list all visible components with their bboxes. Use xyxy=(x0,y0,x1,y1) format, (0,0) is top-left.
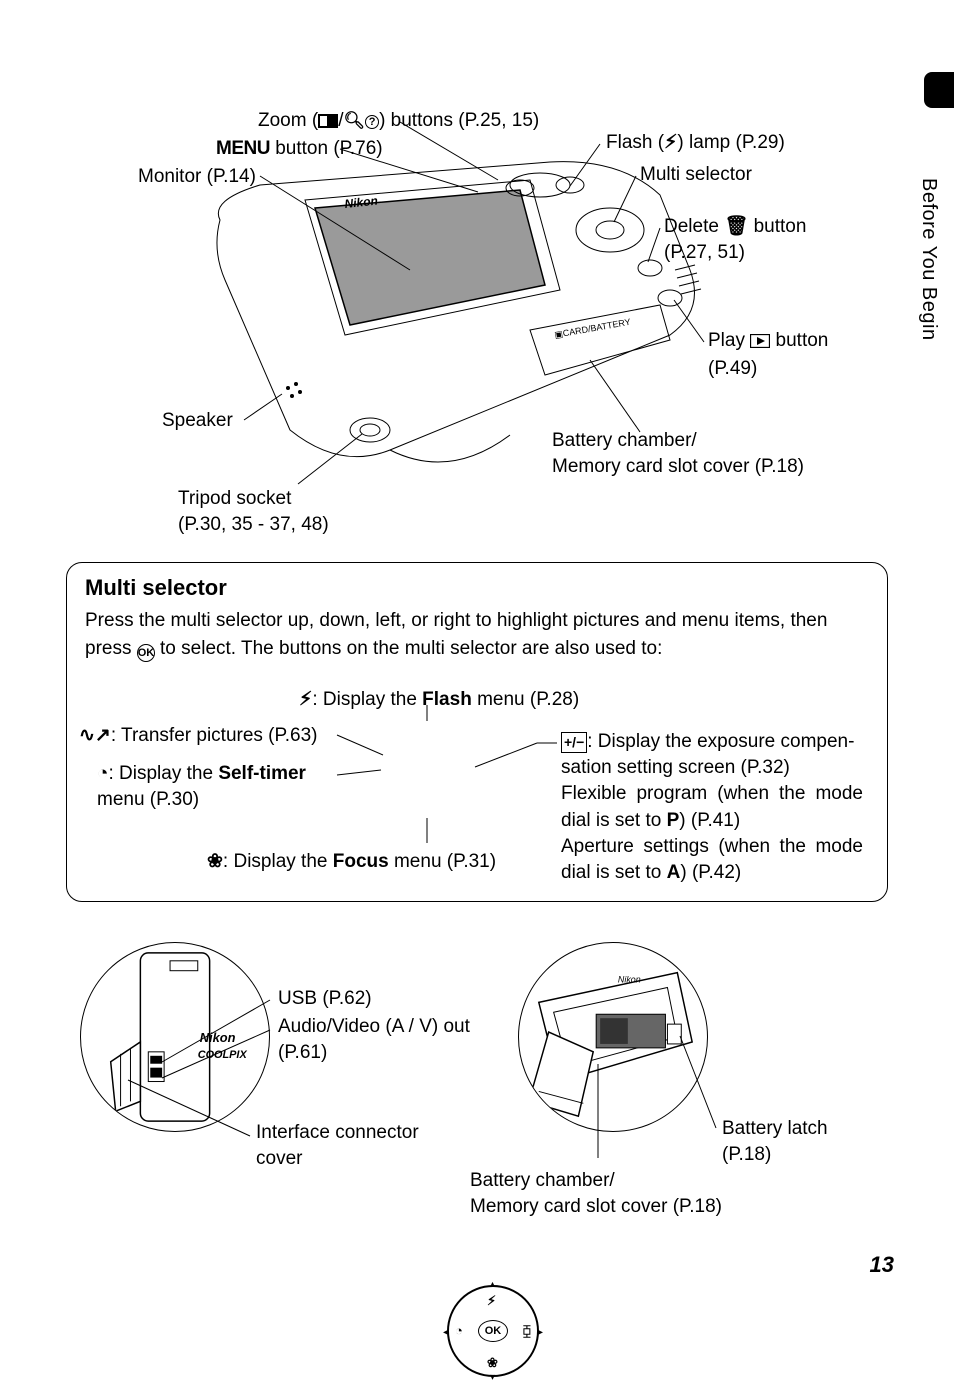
expcomp-icon: ⧮ xyxy=(523,1323,531,1339)
macro-icon: ❀ xyxy=(487,1355,498,1371)
batt-latch-label: Battery latch(P.18) xyxy=(722,1116,862,1167)
timer-icon: ◔ xyxy=(455,1323,463,1338)
page-number: 13 xyxy=(870,1252,894,1278)
batt-cover-label: Battery chamber/Memory card slot cover (… xyxy=(470,1168,722,1219)
ok-center-icon: OK xyxy=(478,1320,508,1342)
right-fig-leaders xyxy=(0,0,954,1300)
